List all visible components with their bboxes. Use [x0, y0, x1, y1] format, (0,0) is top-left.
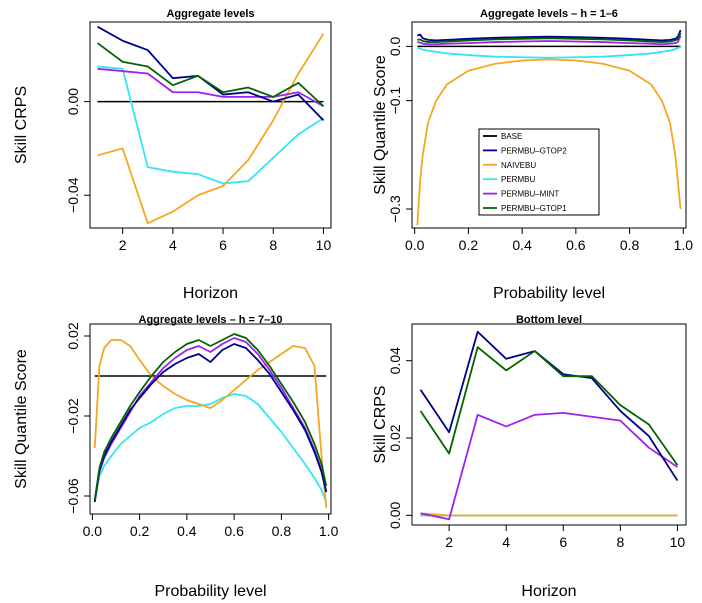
plot-frame	[89, 21, 332, 229]
series-permbu-mint-line	[93, 337, 328, 503]
y-axis-label: Skill CRPS	[13, 86, 30, 164]
series-permbu-gtop1-line	[417, 32, 682, 43]
panel-title: Aggregate levels – h = 1–6	[480, 8, 618, 20]
x-tick-label: 4	[502, 534, 510, 550]
panel-2: Aggregate levels – h = 1–6 0.0 0.2 0.4 0.6 0.…	[372, 8, 693, 302]
x-tick-label: 6	[559, 534, 567, 550]
x-tick-label: 10	[670, 534, 686, 550]
y-tick-label: −0.04	[65, 177, 81, 213]
x-tick-label: 0.4	[177, 523, 197, 539]
series-permbu-gtop1-line	[96, 42, 325, 107]
y-tick-label: 0.02	[65, 322, 81, 349]
x-tick-label: 8	[616, 534, 624, 550]
x-tick-label: 0.8	[272, 523, 292, 539]
series-permbu-mint-line	[417, 35, 682, 46]
y-tick-label: 0.02	[387, 424, 403, 451]
y-tick-label: −0.3	[387, 195, 403, 223]
y-tick-label: −0.06	[65, 478, 81, 514]
x-tick-label: 0.4	[512, 237, 532, 253]
x-axis-label: Horizon	[521, 583, 576, 600]
legend-entry: BASE	[501, 132, 522, 141]
x-tick-label: 0.6	[224, 523, 244, 539]
panel-1: Aggregate levels 2 4 6 8 10 −0.04 0.00 Horizon Sk…	[13, 8, 332, 302]
y-tick-label: 0.00	[65, 88, 81, 115]
x-tick-label: 10	[316, 237, 332, 253]
series-permbu-gtop2-line	[97, 25, 325, 121]
series-permbu-line	[417, 46, 681, 59]
series-permbu-gtop1-line	[93, 333, 328, 501]
x-axis-label: Horizon	[183, 285, 238, 302]
series-naivebu-line	[97, 33, 325, 225]
x-tick-label: 0.2	[130, 523, 150, 539]
series-permbu-line	[97, 65, 324, 185]
series-permbu-line	[93, 393, 328, 503]
panel-title: Bottom level	[516, 314, 582, 326]
series-permbu-gtop1-line	[419, 346, 679, 466]
legend-box	[478, 128, 600, 216]
series-naivebu-line	[93, 339, 328, 509]
x-tick-label: 2	[119, 237, 127, 253]
y-axis-label: Skill CRPS	[372, 385, 389, 463]
legend: BASE PERMBU–GTOP2 NAIVEBU PERMBU PERMBU–MINT…	[478, 128, 600, 216]
plot-frame	[411, 21, 687, 229]
y-tick-label: 0.0	[387, 36, 403, 56]
series-permbu-gtop2-line	[93, 343, 328, 503]
x-axis-label: Probability level	[154, 583, 266, 600]
x-tick-label: 1.0	[674, 237, 694, 253]
series-permbu-mint-line	[420, 411, 678, 521]
x-tick-label: 2	[445, 534, 453, 550]
series-permbu-mint-line	[97, 67, 324, 108]
legend-entry: PERMBU–MINT	[501, 190, 559, 199]
x-tick-label: 0.8	[620, 237, 640, 253]
legend-entry: PERMBU–GTOP2	[501, 146, 567, 155]
x-tick-label: 1.0	[319, 523, 339, 539]
y-axis-label: Skill Quantile Score	[372, 55, 389, 195]
x-tick-label: 0.0	[83, 523, 103, 539]
plot-frame	[89, 323, 332, 515]
x-tick-label: 4	[169, 237, 177, 253]
y-tick-label: −0.1	[387, 87, 403, 115]
panel-3: Aggregate levels – h = 7–10 0.0 0.2 0.4 0.6 0…	[13, 314, 338, 600]
y-tick-label: −0.02	[65, 398, 81, 434]
legend-entry: NAIVEBU	[501, 161, 536, 170]
x-tick-label: 6	[219, 237, 227, 253]
x-tick-label: 0.0	[405, 237, 425, 253]
x-tick-label: 0.6	[566, 237, 586, 253]
y-tick-label: 0.04	[387, 347, 403, 374]
panel-title: Aggregate levels – h = 7–10	[139, 314, 283, 326]
plot-frame	[411, 323, 687, 526]
panel-4: Bottom level 2 4 6 8 10 0.00 0.02 0.04 Horizon Ski…	[372, 314, 687, 600]
x-axis-label: Probability level	[493, 285, 605, 302]
panel-title: Aggregate levels	[166, 8, 254, 20]
series-naivebu-line	[416, 58, 682, 226]
x-tick-label: 8	[269, 237, 277, 253]
series-permbu-gtop2-line	[419, 330, 679, 482]
legend-entry: PERMBU	[501, 175, 535, 184]
series-naivebu-line	[420, 512, 678, 517]
x-tick-label: 0.2	[459, 237, 479, 253]
series-permbu-gtop2-line	[417, 29, 682, 42]
y-tick-label: 0.00	[387, 501, 403, 528]
legend-entry: PERMBU–GTOP1	[501, 204, 567, 213]
y-axis-label: Skill Quantile Score	[13, 349, 30, 489]
